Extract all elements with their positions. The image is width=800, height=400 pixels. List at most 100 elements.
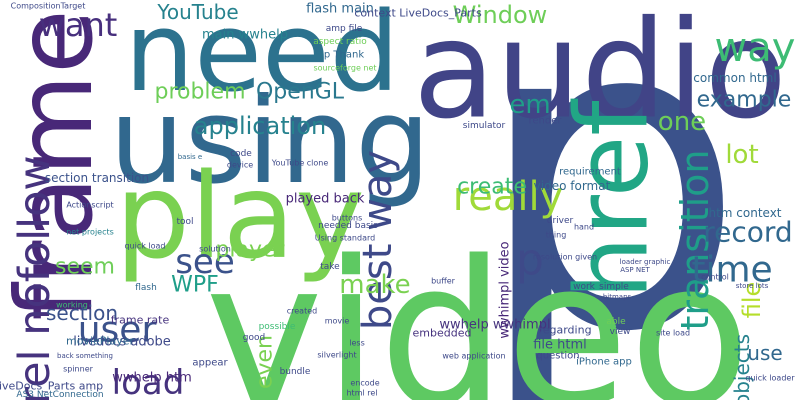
word: sourceforge net: [313, 64, 376, 73]
word: quick loader: [745, 374, 795, 383]
word: take: [320, 262, 340, 272]
word: possible: [259, 322, 296, 332]
word: buffer: [431, 277, 456, 286]
word: AS3 NetConnection: [16, 390, 103, 400]
word: load: [112, 363, 185, 400]
word: rel nofollow: [10, 155, 60, 400]
word: played back: [286, 192, 365, 207]
word: need: [125, 0, 400, 116]
word: file html: [533, 338, 587, 353]
word: control: [701, 273, 729, 282]
word: quick load: [124, 242, 165, 251]
word: silverlight: [317, 351, 356, 360]
word: work: [573, 282, 596, 292]
word: simulator: [463, 121, 506, 131]
word: bundle: [280, 367, 311, 377]
word: really: [453, 174, 564, 220]
word: hand: [574, 223, 594, 232]
word: flash main: [306, 2, 374, 17]
word: net projects: [66, 228, 114, 237]
word: section transition: [45, 171, 149, 185]
word: question: [536, 351, 579, 362]
word: transition: [673, 149, 717, 330]
word: player: [215, 238, 285, 263]
word: objects: [730, 334, 754, 400]
word: create: [457, 175, 527, 200]
word: html rel: [346, 389, 377, 398]
word: using: [109, 73, 430, 211]
word: Window: [453, 1, 548, 29]
word: working: [56, 301, 88, 310]
word: code: [230, 149, 252, 159]
word: WPF: [171, 273, 219, 298]
word: p: [474, 0, 747, 400]
word: main wwhelp: [202, 28, 288, 43]
word: record: [703, 216, 792, 249]
word: audio: [413, 0, 787, 149]
word: LiveDocs_Parts amp: [0, 380, 103, 393]
word: simple: [599, 282, 629, 292]
word: device: [227, 161, 253, 170]
word: basis e: [178, 153, 203, 161]
word: spinner: [63, 365, 94, 374]
word: back something: [57, 352, 113, 360]
word: requirement: [559, 167, 621, 178]
word: wwhimpl video: [498, 241, 513, 338]
word: iPhone app: [576, 357, 632, 368]
word: context LiveDocs_Parts: [354, 7, 482, 20]
word: file: [738, 282, 766, 319]
word: web application: [442, 352, 505, 361]
word: tool: [176, 217, 193, 227]
word: href: [554, 98, 671, 300]
word: good: [243, 333, 265, 343]
word: needed basis: [318, 221, 378, 231]
word: use: [747, 341, 782, 365]
word: buttons: [332, 214, 363, 223]
word: htm context: [708, 206, 781, 220]
word: p Thank: [324, 50, 364, 61]
word: loader graphic: [620, 258, 671, 266]
word: resolution given: [533, 253, 597, 262]
word: problem: [154, 80, 245, 105]
word: example: [697, 88, 792, 113]
word: common html: [693, 71, 776, 85]
word: lot: [725, 140, 758, 170]
word: thing: [546, 231, 567, 240]
word: p: [516, 235, 544, 286]
word: way: [715, 25, 796, 71]
word: YouTube clone: [271, 159, 329, 168]
word: appear: [192, 358, 228, 369]
word: moviePlayer: [66, 335, 134, 348]
word: render: [529, 116, 563, 127]
word: even: [253, 335, 278, 389]
word: encode: [350, 379, 379, 388]
word: want: [39, 6, 118, 44]
word: CompositionTarget: [11, 2, 86, 11]
word: em: [509, 90, 550, 120]
word: view: [610, 327, 631, 337]
word: video: [205, 219, 751, 400]
word: livedocs adobe: [73, 335, 171, 350]
word: seem: [55, 255, 115, 280]
word: driver: [547, 216, 574, 226]
word: amp file: [326, 24, 363, 34]
word: embedded: [413, 327, 472, 340]
word: Using standard: [315, 234, 375, 243]
word: see: [175, 242, 235, 282]
word: flash: [135, 283, 157, 293]
word: best way: [355, 150, 401, 330]
word: created: [287, 307, 317, 316]
word: movie: [325, 317, 350, 326]
word: play: [115, 147, 365, 285]
word: site load: [656, 329, 690, 338]
word: make: [339, 270, 410, 300]
word: frame: [0, 9, 116, 320]
word: time: [691, 250, 772, 291]
word: ASP NET: [620, 266, 650, 274]
word: wwhelp htm: [112, 371, 192, 386]
word: application: [194, 112, 326, 140]
word: frame rate: [111, 314, 170, 327]
word: solution: [199, 245, 231, 254]
word: user: [78, 310, 157, 351]
